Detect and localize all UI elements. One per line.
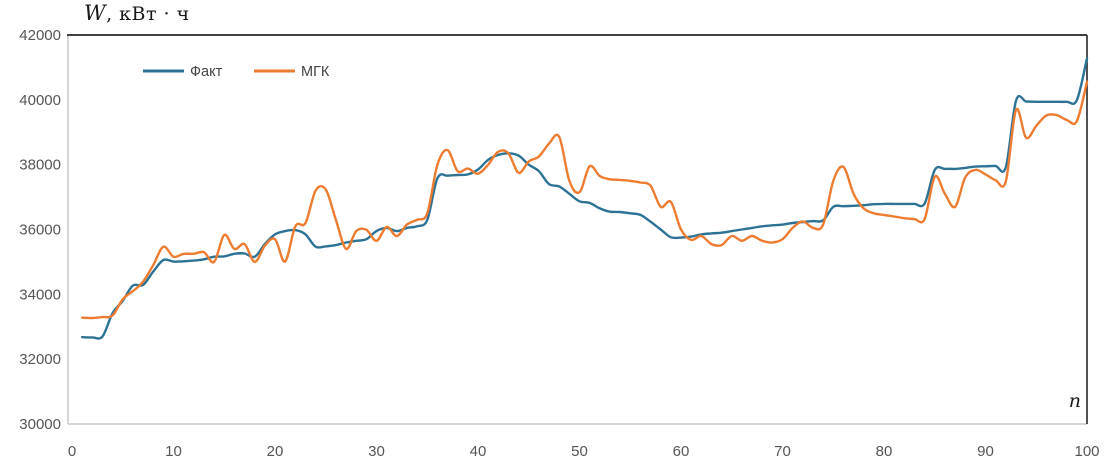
x-tick-label: 30 xyxy=(368,443,385,460)
x-tick-label: 20 xyxy=(267,443,284,460)
x-tick-label: 100 xyxy=(1074,443,1099,460)
title-variable-letter: W xyxy=(84,1,107,25)
title-units: , кВт · ч xyxy=(106,3,190,25)
x-tick-label: 70 xyxy=(774,443,791,460)
y-tick-label: 42000 xyxy=(19,27,61,44)
y-tick-label: 38000 xyxy=(19,157,61,174)
series-line-mgk xyxy=(81,80,1089,320)
series-line-fact xyxy=(81,57,1089,340)
y-tick-label: 36000 xyxy=(19,222,61,239)
legend-label-fact: Факт xyxy=(190,64,223,80)
y-tick-label: 30000 xyxy=(19,416,61,433)
y-tick-label: 40000 xyxy=(19,92,61,109)
y-tick-label: 32000 xyxy=(19,351,61,368)
y-tick-label: 34000 xyxy=(19,286,61,303)
legend-label-mgk: МГК xyxy=(301,64,330,80)
x-tick-label: 10 xyxy=(165,443,182,460)
x-tick-label: 50 xyxy=(571,443,588,460)
chart-title: W, кВт · ч xyxy=(84,1,190,25)
x-tick-label: 40 xyxy=(470,443,487,460)
x-axis-letter: n xyxy=(1069,390,1081,412)
x-tick-label: 0 xyxy=(68,443,76,460)
x-tick-label: 90 xyxy=(977,443,994,460)
x-tick-label: 80 xyxy=(876,443,893,460)
x-tick-label: 60 xyxy=(673,443,690,460)
